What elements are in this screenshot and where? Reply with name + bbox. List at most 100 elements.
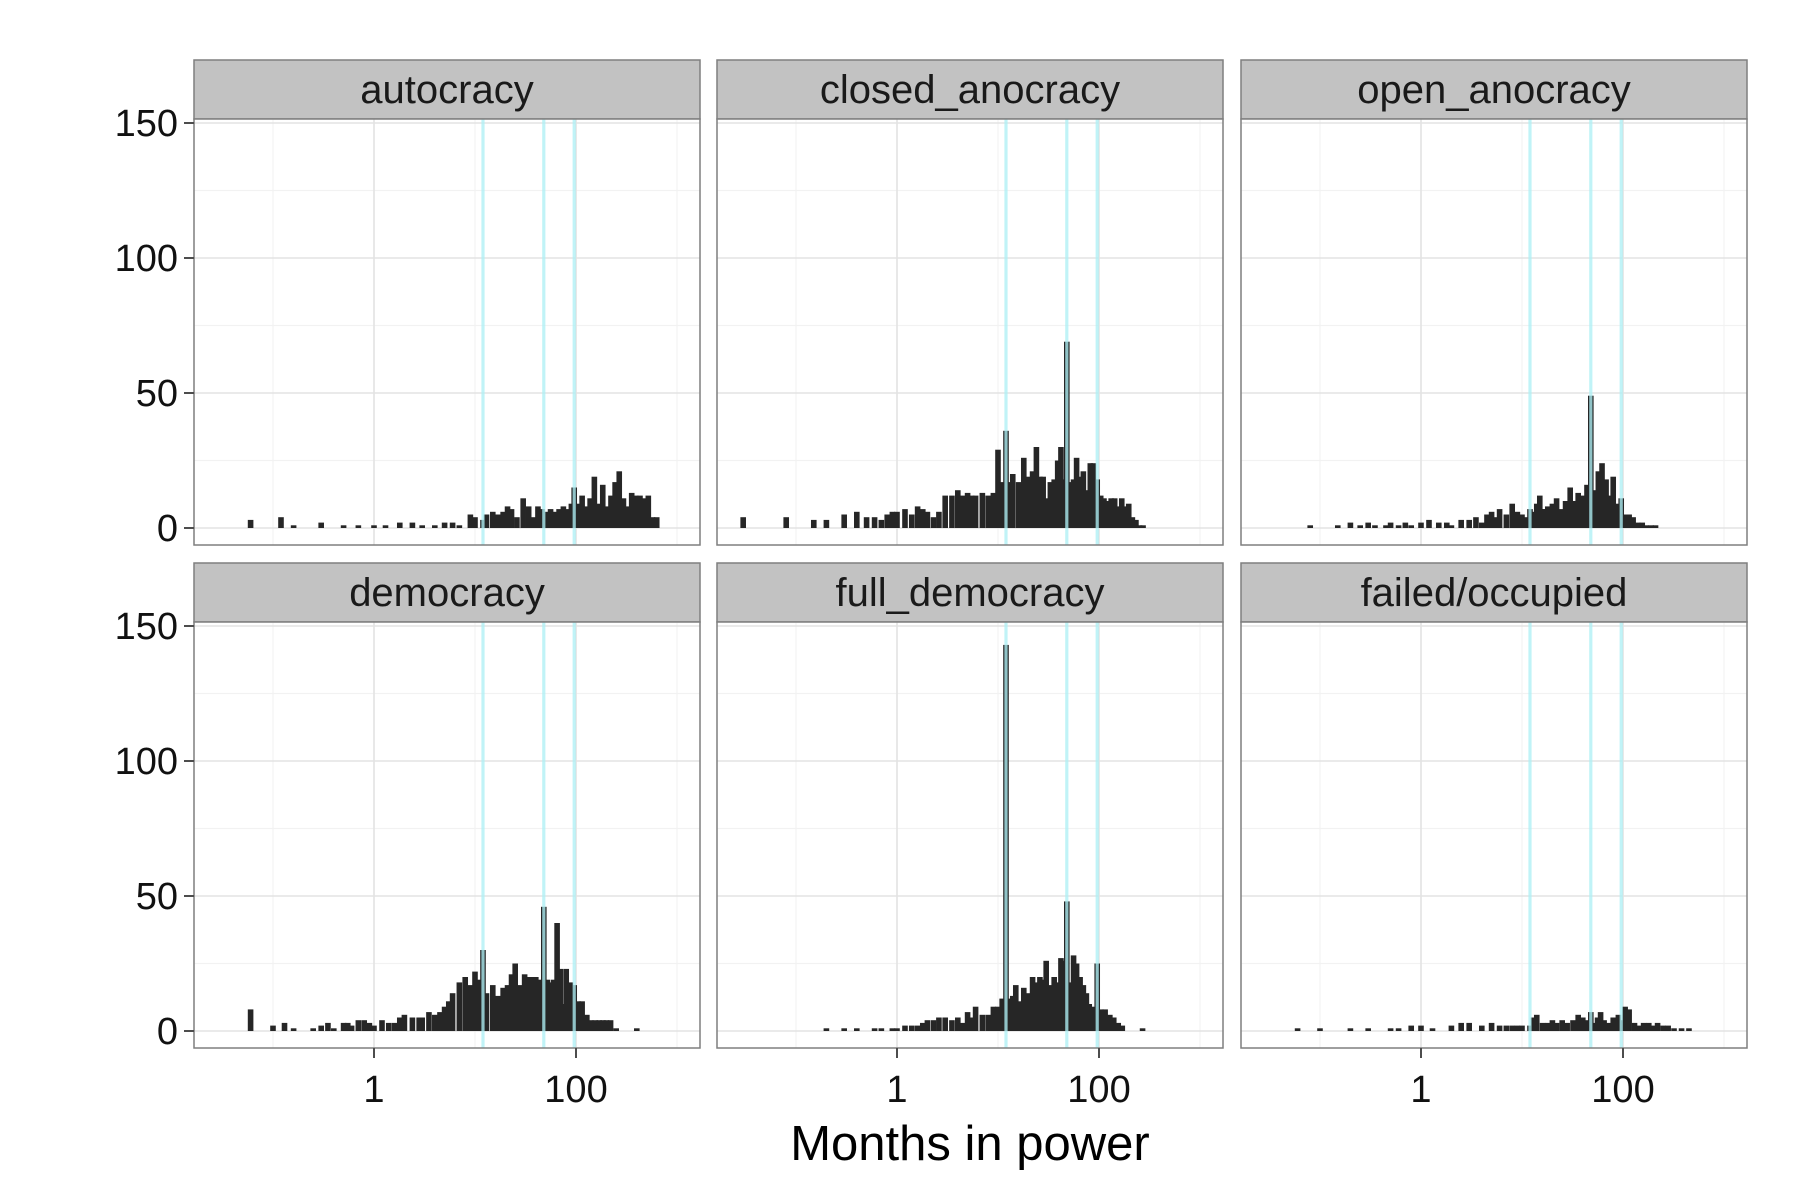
histogram-bar [584, 1014, 590, 1031]
histogram-bar [1536, 495, 1543, 528]
histogram-bar [449, 522, 456, 528]
histogram-bar [1435, 522, 1442, 528]
histogram-bar [919, 509, 926, 528]
histogram-bar [1408, 525, 1415, 528]
histogram-bar [1098, 1009, 1104, 1031]
histogram-bar [1492, 517, 1499, 528]
histogram-bar [419, 525, 425, 528]
histogram-bar [902, 1025, 908, 1031]
histogram-bar [564, 509, 571, 528]
plot-border [1240, 118, 1748, 546]
histogram-bar [1111, 498, 1118, 528]
histogram-bar [340, 1022, 347, 1031]
histogram-bar [1530, 511, 1537, 528]
histogram-bar [1479, 522, 1485, 528]
histogram-bar [1051, 977, 1057, 1031]
histogram-bar [535, 506, 541, 528]
histogram-bar [1347, 522, 1354, 528]
histogram-bar [462, 977, 469, 1031]
histogram-bar [979, 492, 986, 528]
plot-background [194, 119, 700, 545]
histogram-bar [1640, 1022, 1647, 1031]
histogram-bar [409, 522, 416, 528]
histogram-bar [355, 525, 362, 528]
histogram-bar [960, 495, 966, 528]
histogram-bar [960, 1022, 966, 1031]
histogram-bar [645, 495, 652, 528]
histogram-bar [456, 525, 463, 528]
histogram-bar [608, 495, 614, 528]
facet-strip [193, 562, 701, 623]
histogram-bar [544, 979, 551, 1031]
histogram-bar [1015, 1001, 1022, 1031]
histogram-bar [1584, 1020, 1590, 1031]
histogram-bar [525, 506, 532, 528]
histogram-bar [1365, 1028, 1371, 1031]
histogram-bar [1070, 479, 1077, 528]
histogram-bar [1636, 1025, 1643, 1031]
histogram-bar [1650, 1025, 1657, 1031]
histogram-bar [1334, 525, 1341, 528]
histogram-bar [936, 1017, 942, 1031]
histogram-bar [1594, 1017, 1601, 1031]
facet-strip [716, 562, 1224, 623]
histogram-bar [1025, 476, 1032, 528]
x-tick-label: 1 [363, 1069, 384, 1111]
histogram-bar [366, 1022, 373, 1031]
histogram-bar [514, 517, 520, 528]
histogram-bar [530, 517, 537, 528]
histogram-bar [583, 506, 589, 528]
histogram-bar [560, 506, 567, 528]
histogram-bar [1118, 498, 1125, 528]
y-tick-label: 100 [115, 741, 178, 783]
histogram-bar [512, 963, 518, 1031]
histogram-bar [972, 495, 979, 528]
histogram-bar [1119, 1025, 1126, 1031]
histogram-bar [1067, 482, 1074, 528]
histogram-bar [628, 492, 635, 528]
histogram-bar [1029, 471, 1036, 528]
histogram-bar [995, 1006, 1001, 1031]
histogram-bar [1645, 1022, 1652, 1031]
histogram-bar [914, 1025, 921, 1031]
histogram-bar [1387, 522, 1394, 528]
histogram-bar [1678, 1028, 1685, 1031]
histogram-bar [841, 1028, 847, 1031]
histogram-bar [930, 1020, 937, 1031]
histogram-bar [1648, 525, 1654, 528]
histogram-bar [1514, 1025, 1521, 1031]
histogram-bar [1458, 519, 1464, 528]
histogram-bar [1383, 525, 1389, 528]
histogram-bar [999, 482, 1005, 528]
histogram-bar [1488, 511, 1495, 528]
histogram-bar [1015, 482, 1022, 528]
histogram-bar [1047, 482, 1054, 528]
histogram-bar [331, 1028, 337, 1031]
histogram-bar [281, 1022, 288, 1031]
histogram-bar [1058, 447, 1064, 528]
histogram-bar [547, 982, 554, 1031]
histogram-bar [1020, 987, 1027, 1031]
histogram-bar [863, 517, 870, 528]
facet-panel: open_anocracy [1240, 59, 1748, 546]
histogram-bar [533, 977, 539, 1031]
histogram-bar [607, 1020, 614, 1031]
y-tick-label: 0 [157, 1011, 178, 1053]
histogram-bar [979, 1014, 986, 1031]
histogram-bar [517, 985, 523, 1031]
histogram-bar [525, 977, 532, 1031]
histogram-bar [1108, 498, 1114, 528]
histogram-bar [554, 923, 560, 1031]
histogram-bar [930, 517, 937, 528]
x-tick-label: 1 [1410, 1069, 1431, 1111]
histogram-bar [1054, 460, 1061, 528]
x-tick-label: 100 [544, 1069, 607, 1111]
histogram-bar [1033, 982, 1040, 1031]
histogram-bar [1626, 514, 1632, 528]
histogram-bar [1129, 517, 1136, 528]
histogram-bar [889, 1028, 896, 1031]
histogram-bar [441, 522, 448, 528]
histogram-bar [1519, 1025, 1525, 1031]
histogram-bar [1395, 1028, 1402, 1031]
